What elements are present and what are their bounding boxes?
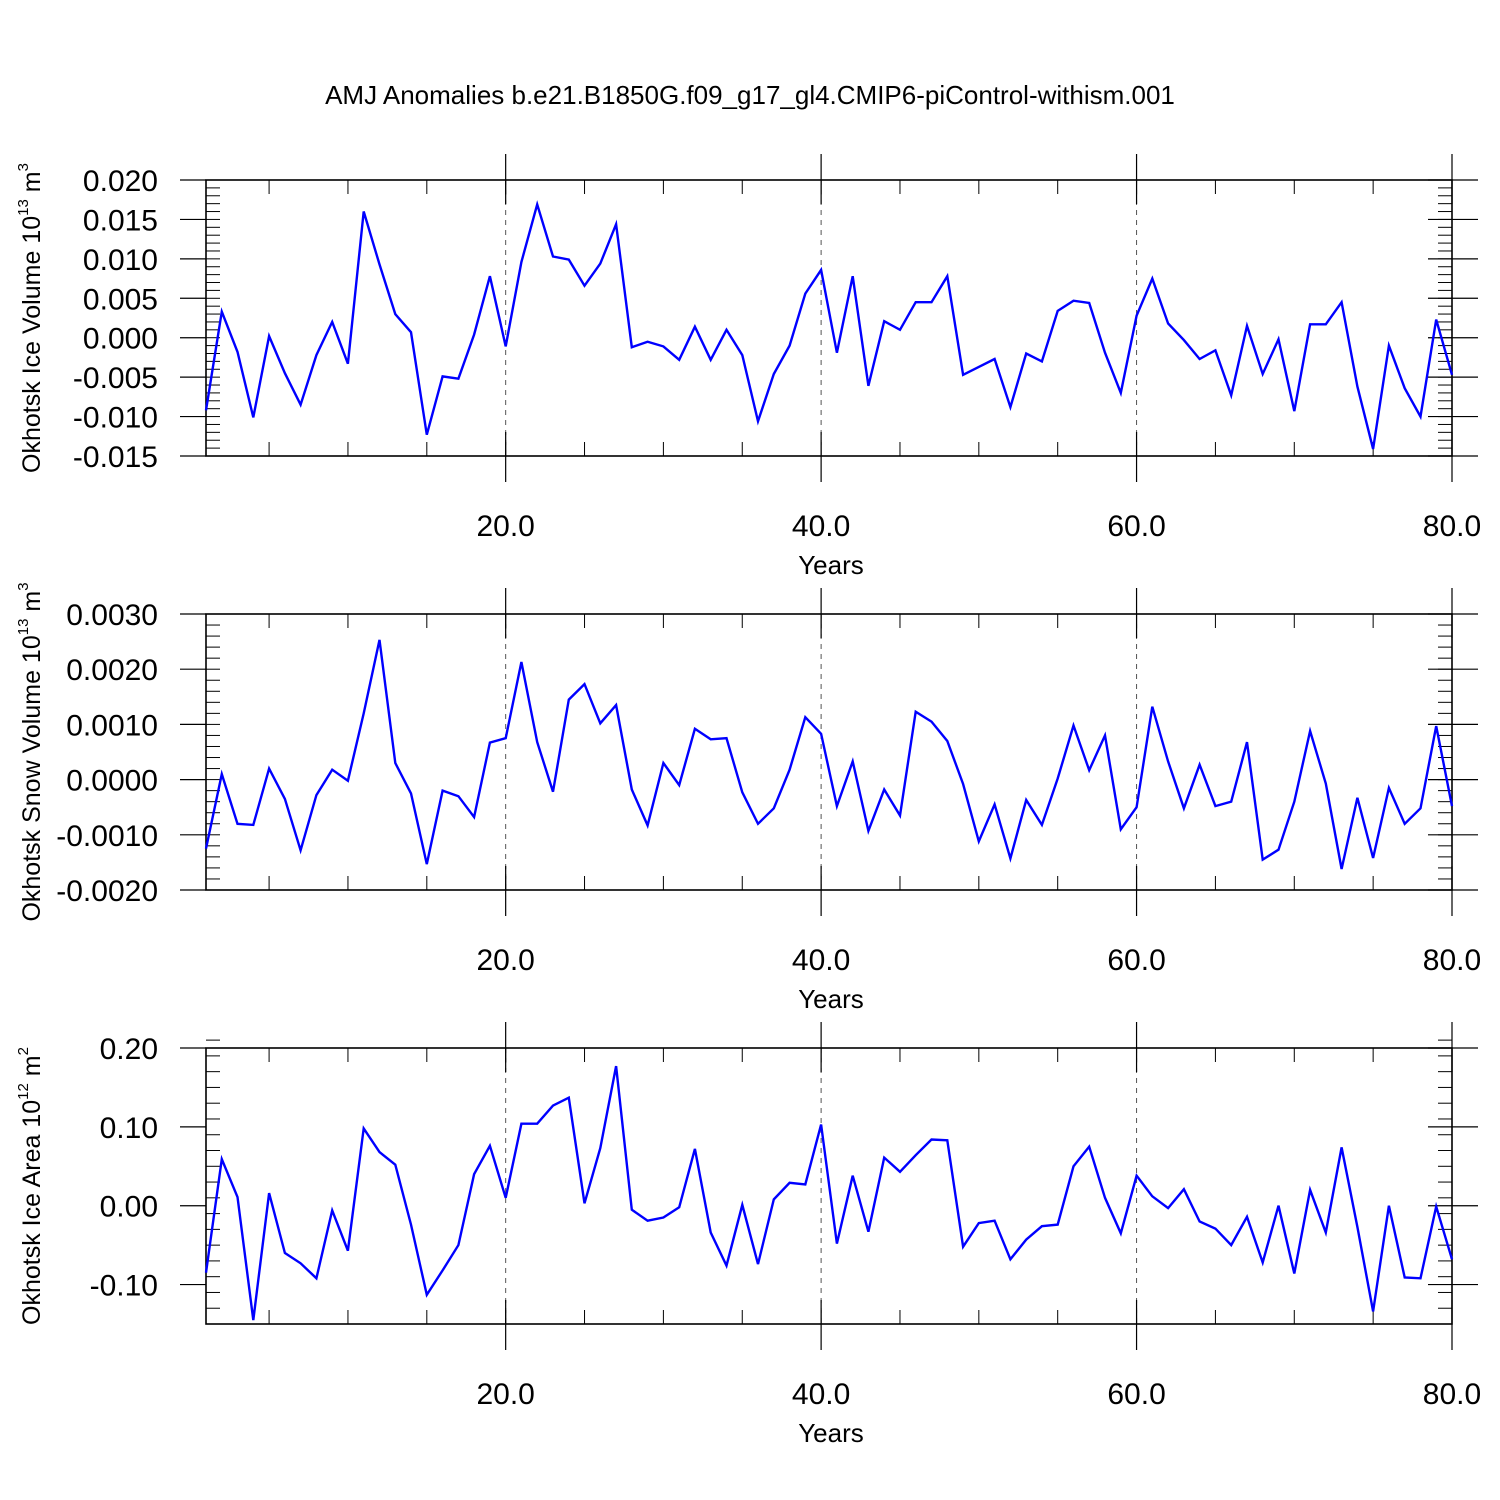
y-axis-label-unit-exponent: 3 [15, 163, 32, 171]
y-tick-label: 0.10 [100, 1112, 158, 1145]
y-axis-label-text: Okhotsk Ice Volume 10 [18, 216, 46, 473]
x-axis-label: Years [798, 550, 864, 580]
y-tick-label: 0.0010 [66, 709, 158, 742]
x-tick-label: 80.0 [1423, 1378, 1481, 1411]
plot-frame [205, 1047, 1453, 1325]
y-tick-label: -0.005 [73, 362, 158, 395]
y-axis-label-text: Okhotsk Snow Volume 10 [18, 635, 46, 921]
y-axis-label: Okhotsk Snow Volume 1013 m3 [15, 582, 46, 921]
x-tick-label: 20.0 [476, 510, 534, 543]
series-line [204, 1065, 1454, 1321]
y-axis-label: Okhotsk Ice Area 1012 m2 [15, 1047, 46, 1325]
x-tick-label: 40.0 [792, 944, 850, 977]
y-axis-label-unit-exponent: 3 [15, 582, 32, 590]
x-tick-label: 80.0 [1423, 944, 1481, 977]
y-tick-label: -0.010 [73, 402, 158, 435]
y-tick-label: 0.005 [83, 283, 158, 316]
panel-3: -0.10 0.00 0.10 0.20 20.0 40.0 60.0 80.0 Years Ok… [15, 1022, 1481, 1448]
y-axis-label-unit: m [18, 591, 46, 619]
y-axis-label-exponent: 12 [15, 1083, 32, 1100]
plot-frame [205, 179, 1453, 457]
x-tick-label: 60.0 [1107, 1378, 1165, 1411]
y-tick-label: 0.00 [100, 1191, 158, 1224]
chart-title: AMJ Anomalies b.e21.B1850G.f09_g17_gl4.C… [325, 80, 1175, 110]
x-axis-label: Years [798, 984, 864, 1014]
panel-1: -0.015 -0.010 -0.005 0.000 0.005 0.010 0.015 0.… [15, 154, 1481, 580]
x-tick-label: 60.0 [1107, 944, 1165, 977]
series-line [204, 639, 1454, 870]
y-tick-label: 0.0030 [66, 599, 158, 632]
y-axis-label-unit: m [18, 1055, 46, 1083]
y-tick-label: -0.10 [90, 1270, 158, 1303]
x-tick-label: 60.0 [1107, 510, 1165, 543]
y-axis-label-exponent: 13 [15, 199, 32, 216]
y-tick-label: 0.20 [100, 1033, 158, 1066]
x-tick-label: 40.0 [792, 1378, 850, 1411]
panel-2: -0.0020 -0.0010 0.0000 0.0010 0.0020 0.0030 20… [15, 582, 1481, 1014]
y-tick-label: -0.0010 [56, 820, 158, 853]
y-tick-label: 0.015 [83, 204, 158, 237]
y-tick-label: 0.0020 [66, 654, 158, 687]
plot-frame [205, 613, 1453, 891]
y-tick-label: -0.0020 [56, 875, 158, 908]
series-line [204, 200, 1454, 450]
y-axis-label-exponent: 13 [15, 619, 32, 636]
x-tick-label: 20.0 [476, 944, 534, 977]
x-axis-label: Years [798, 1418, 864, 1448]
y-tick-label: 0.020 [83, 165, 158, 198]
y-tick-label: 0.000 [83, 323, 158, 356]
y-axis-label-unit-exponent: 2 [15, 1047, 32, 1055]
y-tick-label: -0.015 [73, 441, 158, 474]
x-tick-label: 20.0 [476, 1378, 534, 1411]
y-tick-label: 0.010 [83, 244, 158, 277]
x-tick-label: 80.0 [1423, 510, 1481, 543]
y-tick-label: 0.0000 [66, 765, 158, 798]
y-axis-label: Okhotsk Ice Volume 1013 m3 [15, 163, 46, 473]
x-tick-label: 40.0 [792, 510, 850, 543]
panels: -0.015 -0.010 -0.005 0.000 0.005 0.010 0.015 0.… [15, 154, 1481, 1448]
y-axis-label-unit: m [18, 171, 46, 199]
y-axis-label-text: Okhotsk Ice Area 10 [18, 1100, 46, 1325]
